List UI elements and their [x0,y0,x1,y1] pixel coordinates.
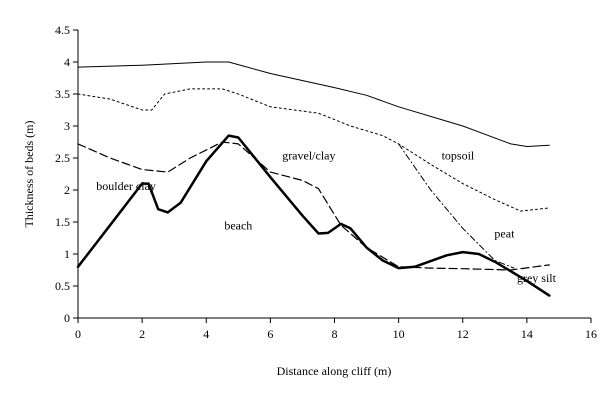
x-tick-label: 0 [75,327,81,341]
y-tick-label: 3.5 [55,87,70,101]
x-tick-label: 4 [203,327,209,341]
annotation-label: gravel/clay [282,148,335,162]
x-tick-label: 8 [332,327,338,341]
series-line-beach [76,134,551,297]
annotation-label: boulder clay [96,179,156,193]
series-line-top-of-topsoil [77,61,550,147]
y-tick-label: 4 [64,55,70,69]
x-tick-label: 10 [393,327,405,341]
annotation-label: topsoil [442,148,475,162]
annotation-label: peat [494,226,515,240]
annotations: boulder clay beach gravel/clay topsoil peat g… [96,148,556,285]
series-group [76,61,551,297]
x-tick-label: 2 [139,327,145,341]
x-tick-label: 12 [457,327,469,341]
y-axis-label: Thickness of beds (m) [22,121,36,228]
x-axis-label: Distance along cliff (m) [277,364,392,378]
x-tick-label: 6 [267,327,273,341]
y-tick-label: 4.5 [55,23,70,37]
y-tick-label: 1.5 [55,215,70,229]
y-tick-label: 1 [64,247,70,261]
annotation-label: beach [224,219,252,233]
x-tick-label: 16 [585,327,597,341]
x-tick-label: 14 [521,327,533,341]
y-tick-label: 0 [64,311,70,325]
y-tick-label: 3 [64,119,70,133]
y-tick-label: 0.5 [55,279,70,293]
y-tick-label: 2 [64,183,70,197]
series-line-base-of-topsoil [77,88,550,212]
series-line-top-of-boulder-clay [77,141,550,271]
series-line-base-of-gravel-clay [398,143,515,269]
axes: 0 2 4 6 8 10 12 14 16 0 0.5 1 1.5 2 2.5 3 3.5 4 4.5 [55,23,597,341]
annotation-label: grey silt [517,271,557,285]
y-tick-label: 2.5 [55,151,70,165]
